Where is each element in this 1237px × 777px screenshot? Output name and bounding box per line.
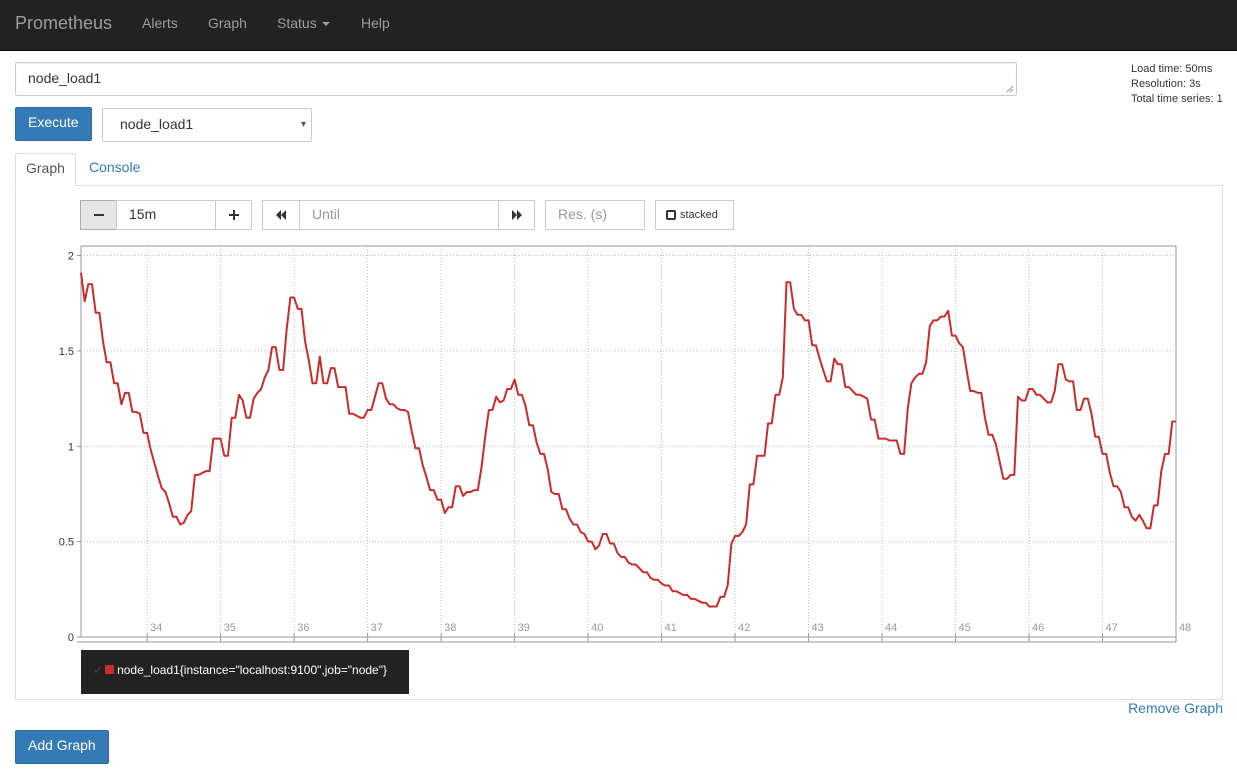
time-back-button[interactable]	[262, 200, 300, 230]
caret-down-icon	[321, 22, 330, 27]
x-tick-label: 34	[150, 622, 162, 634]
backward-icon	[276, 210, 286, 220]
total-series: Total time series: 1	[1131, 93, 1223, 105]
remove-graph-link[interactable]: Remove Graph	[1128, 700, 1223, 716]
y-tick-label: 1.5	[59, 346, 74, 358]
x-tick-label: 46	[1032, 622, 1044, 634]
navbar: Prometheus Alerts Graph Status Help	[0, 0, 1237, 51]
checkbox-icon	[666, 210, 676, 220]
nav-status-label: Status	[277, 15, 317, 31]
load-time: Load time: 50ms	[1131, 63, 1213, 75]
nav-help[interactable]: Help	[361, 15, 390, 31]
x-tick-label: 44	[885, 622, 897, 634]
plot-frame	[80, 245, 1177, 638]
stacked-label: stacked	[680, 209, 718, 221]
chart-axes: 0 0.5 1 1.5 2 34 35 36 37 38 39 40 41 42 43 44 45 46 47 48	[59, 245, 1191, 644]
legend-series-label[interactable]: node_load1{instance="localhost:9100",job…	[117, 663, 387, 677]
y-tick-label: 1	[68, 441, 74, 453]
expression-input[interactable]: node_load1	[15, 62, 1017, 96]
y-tick-label: 0	[68, 632, 74, 644]
graph-panel	[15, 185, 1223, 700]
series-line[interactable]	[80, 272, 1176, 608]
dropdown-arrow-icon: ▾	[300, 119, 306, 130]
y-tick-label: 0.5	[59, 537, 74, 549]
time-forward-button[interactable]	[498, 200, 535, 230]
x-tick-label: 35	[224, 622, 236, 634]
graph-legend: ✓ node_load1{instance="localhost:9100",jo…	[81, 650, 409, 694]
y-tick-label: 2	[68, 251, 74, 263]
x-tick-label: 47	[1106, 622, 1118, 634]
nav-status-dropdown[interactable]: Status	[277, 15, 330, 31]
x-tick-label: 41	[665, 622, 677, 634]
forward-icon	[511, 210, 522, 220]
x-tick-label: 43	[812, 622, 824, 634]
stacked-toggle[interactable]: stacked	[655, 200, 734, 230]
check-icon[interactable]: ✓	[93, 663, 104, 677]
resize-grip-icon[interactable]	[1006, 85, 1014, 93]
x-tick-label: 37	[371, 622, 383, 634]
chart-grid	[81, 246, 1177, 638]
chart-series-layer	[80, 272, 1176, 608]
plus-icon	[228, 210, 239, 220]
until-placeholder: Until	[312, 206, 341, 222]
metric-select[interactable]: node_load1 ▾	[102, 108, 312, 142]
range-input[interactable]: 15m	[116, 200, 216, 230]
tab-graph[interactable]: Graph	[15, 153, 76, 186]
x-tick-label: 36	[297, 622, 309, 634]
brand-link[interactable]: Prometheus	[15, 13, 113, 33]
x-tick-label: 45	[959, 622, 971, 634]
nav-graph[interactable]: Graph	[208, 15, 247, 31]
minus-icon	[93, 214, 104, 216]
range-increase-button[interactable]	[215, 200, 252, 230]
resolution-input[interactable]: Res. (s)	[545, 200, 645, 230]
x-tick-label: 39	[518, 622, 530, 634]
nav-alerts[interactable]: Alerts	[142, 15, 178, 31]
resolution-stat: Resolution: 3s	[1131, 78, 1201, 90]
resolution-placeholder: Res. (s)	[558, 206, 607, 222]
expression-text: node_load1	[28, 70, 102, 86]
legend-swatch	[105, 665, 115, 674]
range-value: 15m	[129, 206, 157, 222]
metric-select-value: node_load1	[120, 116, 194, 132]
until-input[interactable]: Until	[299, 200, 499, 230]
range-decrease-button[interactable]	[80, 200, 117, 230]
x-tick-label: 40	[591, 622, 603, 634]
graph-chart[interactable]: 0 0.5 1 1.5 2 34 35 36 37 38 39 40 41 42 43 44 45 46 47 48	[40, 240, 1200, 650]
add-graph-button[interactable]: Add Graph	[15, 730, 109, 764]
query-stats: Load time: 50ms Resolution: 3s Total tim…	[1131, 62, 1223, 107]
tab-console[interactable]: Console	[89, 159, 141, 175]
execute-button[interactable]: Execute	[15, 107, 92, 141]
x-tick-label: 42	[738, 622, 750, 634]
x-tick-label: 38	[444, 622, 456, 634]
x-tick-label: 48	[1179, 622, 1191, 634]
